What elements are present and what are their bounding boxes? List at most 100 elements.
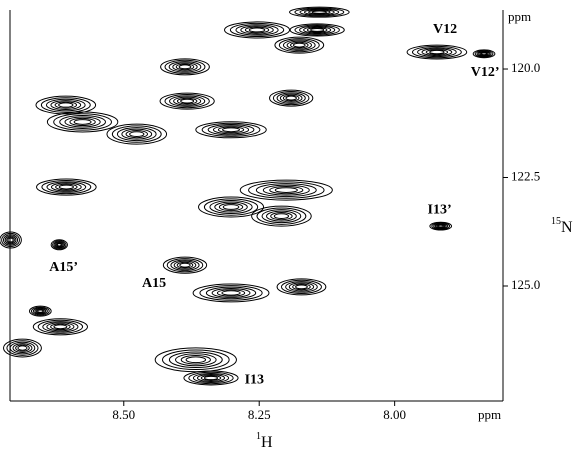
contour [272, 91, 310, 106]
contour [295, 284, 308, 290]
contour [30, 306, 50, 316]
contour [421, 48, 453, 57]
peak-label: V12 [433, 22, 457, 37]
contour [274, 36, 325, 54]
contour [289, 6, 350, 18]
contour [53, 324, 68, 330]
contour [274, 187, 298, 193]
contour [50, 182, 82, 192]
contour [54, 241, 64, 248]
contour [299, 8, 340, 16]
contour [175, 353, 217, 367]
contour [173, 96, 202, 106]
contour [289, 23, 345, 37]
contour [294, 7, 345, 17]
contour [41, 179, 92, 195]
contour [262, 184, 310, 196]
peak-label: I13 [245, 372, 264, 387]
y-isotope: 15 [551, 216, 561, 227]
contour [278, 38, 320, 53]
contour [46, 111, 119, 133]
contour [476, 50, 492, 57]
contour [50, 323, 71, 331]
contour [434, 223, 447, 229]
contour [266, 210, 297, 222]
contour [222, 127, 240, 133]
contour [239, 179, 333, 201]
contour [37, 309, 44, 313]
contour [207, 124, 255, 136]
contour [58, 184, 74, 190]
peak-label: V12’ [471, 65, 500, 80]
contour [176, 97, 198, 105]
contour [195, 121, 267, 139]
x-tick-label: 8.25 [248, 407, 271, 422]
contour [160, 58, 210, 76]
contour [199, 285, 263, 301]
contour [178, 64, 192, 70]
contour [200, 375, 222, 381]
contour [303, 26, 332, 34]
contour [292, 42, 306, 48]
contour [425, 49, 449, 56]
contour [7, 237, 14, 243]
contour [37, 319, 84, 334]
contour [437, 224, 444, 228]
contour [478, 51, 490, 57]
contour [166, 258, 204, 273]
contour [286, 40, 312, 50]
contour [303, 9, 335, 16]
contour [429, 221, 453, 231]
y-tick-label: 125.0 [511, 277, 540, 292]
contour [55, 183, 78, 191]
contour [244, 26, 270, 34]
y-unit: ppm [508, 9, 531, 24]
contour [235, 24, 279, 36]
contour [288, 282, 315, 292]
peak-label: I13’ [428, 202, 452, 217]
peak-label: A15 [142, 276, 166, 291]
contour [270, 212, 293, 221]
contour [203, 198, 259, 216]
contour [308, 9, 331, 15]
contour [279, 93, 303, 103]
contour [256, 207, 307, 225]
contour [221, 290, 241, 296]
contour [179, 262, 191, 268]
contour [111, 125, 162, 143]
peak-label: A15’ [49, 260, 78, 275]
x-tick-label: 8.00 [383, 407, 406, 422]
contour [196, 374, 226, 382]
contour [175, 63, 195, 71]
contour [164, 94, 210, 109]
contour [433, 223, 449, 230]
contour [214, 201, 248, 213]
contour [251, 205, 312, 227]
contour [282, 39, 316, 51]
contour [198, 196, 265, 218]
contour [53, 241, 66, 249]
contour [54, 101, 78, 109]
contour [205, 286, 257, 300]
contour [116, 127, 157, 142]
contour [480, 52, 488, 56]
contour [229, 22, 285, 38]
contour [280, 279, 322, 294]
contour [45, 98, 86, 112]
contour [299, 25, 336, 35]
contour [6, 340, 39, 356]
contour [185, 356, 207, 364]
contour [0, 231, 22, 249]
contour [255, 183, 317, 198]
contour [472, 49, 496, 59]
contour [176, 261, 194, 269]
contour [183, 370, 239, 386]
contour [273, 213, 290, 220]
contour [32, 307, 48, 315]
contour [159, 92, 215, 110]
contour [406, 44, 468, 60]
contour [36, 178, 97, 196]
contour [261, 209, 302, 224]
contour [411, 45, 462, 59]
